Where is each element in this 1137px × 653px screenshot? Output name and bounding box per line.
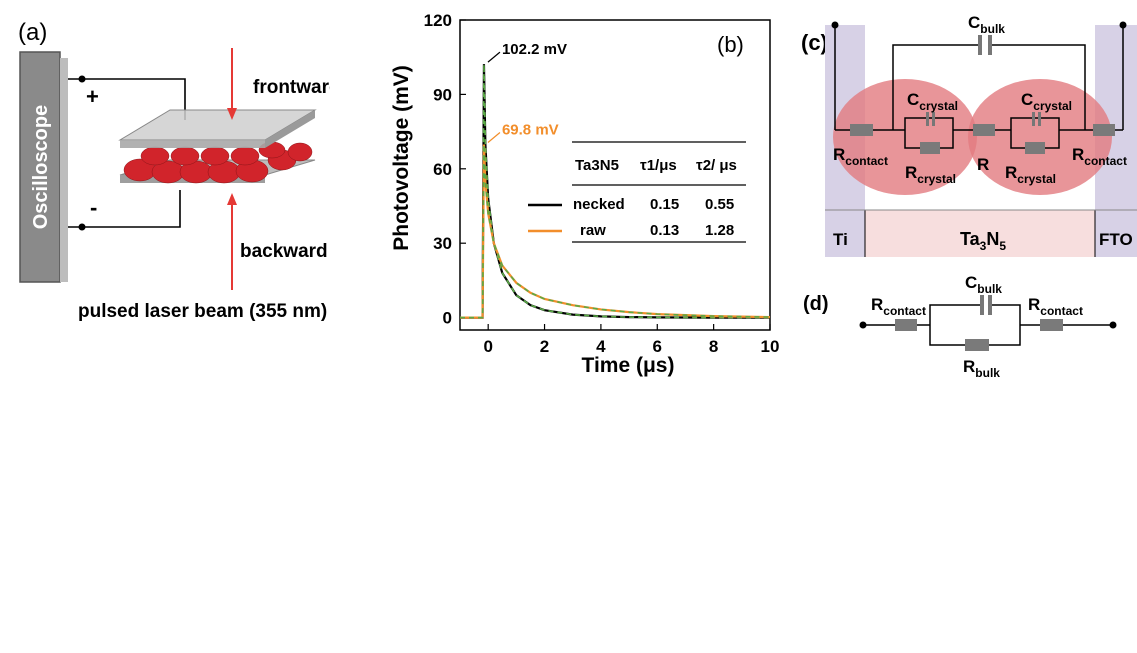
d-terminal-left [859,321,867,329]
series-line-raw [460,144,771,319]
equiv-resistor-blocks [895,319,1063,351]
series-line-necked [460,64,770,319]
laser-label: pulsed laser beam (355 nm) [78,301,327,322]
x-tick-label: 6 [653,337,662,356]
oscilloscope-box: Oscilloscope [19,51,68,283]
d-cbulk-label: Cbulk [965,273,1002,296]
x-tick-label: 8 [709,337,718,356]
ti-terminal-dot [831,21,839,29]
table-row-necked-tau2: 0.55 [705,196,734,213]
ta3n5-layer [865,210,1095,257]
d-terminal-right [1109,321,1117,329]
rcontact-right-label: Rcontact [1072,145,1127,168]
panel-d-circuit: (d) Rcontact Cbulk Rcontact Rbulk [803,273,1117,380]
panel-c-circuit: (c) Cbulk Ccrystal Ccrys [801,13,1137,257]
x-tick-label: 2 [540,337,549,356]
table-row-necked-name: necked [573,196,625,213]
x-tick-label: 10 [761,337,780,356]
photovoltage-chart: 0 2 4 6 8 10 0 30 60 90 120 102.2 mV 69.8 mV (b) Ti… [390,11,780,377]
cbulk-label: Cbulk [968,13,1005,36]
y-tick-label: 120 [424,11,452,30]
ta3n5-label: Ta3N5 [960,229,1006,253]
table-header-tau1: τ1/μs [640,157,677,174]
cbulk-capacitor [978,35,992,55]
frontward-label: frontward [253,77,330,98]
minus-terminal-dot [78,223,86,231]
ccrystal-right-label: Ccrystal [1021,90,1072,113]
plus-sign: + [86,84,99,109]
resistor-blocks [850,124,1115,154]
d-rcontact-right-label: Rcontact [1028,295,1083,318]
rcontact-left-label: Rcontact [833,145,888,168]
d-rcontact-left-label: Rcontact [871,295,926,318]
chart-ticks: 0 2 4 6 8 10 0 30 60 90 120 [424,11,780,356]
table-row-raw-tau1: 0.13 [650,222,679,239]
chart-annotations: 102.2 mV 69.8 mV [487,41,567,143]
y-tick-label: 30 [433,234,452,253]
annotation-label: 69.8 mV [502,121,559,138]
oscilloscope-label: Oscilloscope [30,105,52,230]
table-row-necked-tau1: 0.15 [650,196,679,213]
fit-line-necked [460,64,770,319]
panel-a-label: (a) [18,19,47,46]
x-tick-label: 0 [483,337,492,356]
ccrystal-capacitors [926,112,1041,126]
equiv-cbulk-capacitor [980,295,992,315]
tau-table: Ta3N5 τ1/μs τ2/ μs necked 0.15 0.55 raw … [528,141,746,243]
panel-d-label: (d) [803,293,829,315]
ta3n5-device [118,109,317,184]
ti-label: Ti [833,230,848,249]
table-header-material: Ta3N5 [575,157,619,174]
table-row-raw-tau2: 1.28 [705,222,734,239]
plus-terminal-dot [78,75,86,83]
plot-frame [459,19,771,331]
chart-series [460,64,771,319]
wires [68,78,186,228]
table-row-raw-name: raw [580,222,606,239]
fto-terminal-dot [1119,21,1127,29]
annotation-pointer [487,132,501,143]
panel-c-label: (c) [801,30,828,55]
table-header-tau2: τ2/ μs [696,157,737,174]
annotation-label: 102.2 mV [502,41,567,58]
y-tick-label: 0 [443,309,452,328]
ccrystal-left-label: Ccrystal [907,90,958,113]
d-rbulk-label: Rbulk [963,357,1000,380]
chart-panel-label: (b) [717,32,744,57]
minus-sign: - [90,195,97,220]
chart-x-label: Time (μs) [582,354,675,377]
y-tick-label: 90 [433,85,452,104]
backward-label: backward [240,241,328,262]
x-tick-label: 4 [596,337,606,356]
rcrystal-left-label: Rcrystal [905,163,956,186]
backward-arrow [227,193,237,290]
chart-axes [459,19,771,331]
r-middle-label: R [977,155,989,174]
panel-a-schematic: (a) Oscilloscope + - fron [18,19,330,322]
fto-label: FTO [1099,230,1133,249]
annotation-pointer [487,51,501,63]
rcrystal-right-label: Rcrystal [1005,163,1056,186]
chart-y-label: Photovoltage (mV) [390,65,413,251]
crystal-right [968,79,1112,195]
frontward-arrow [227,48,237,120]
y-tick-label: 60 [433,160,452,179]
